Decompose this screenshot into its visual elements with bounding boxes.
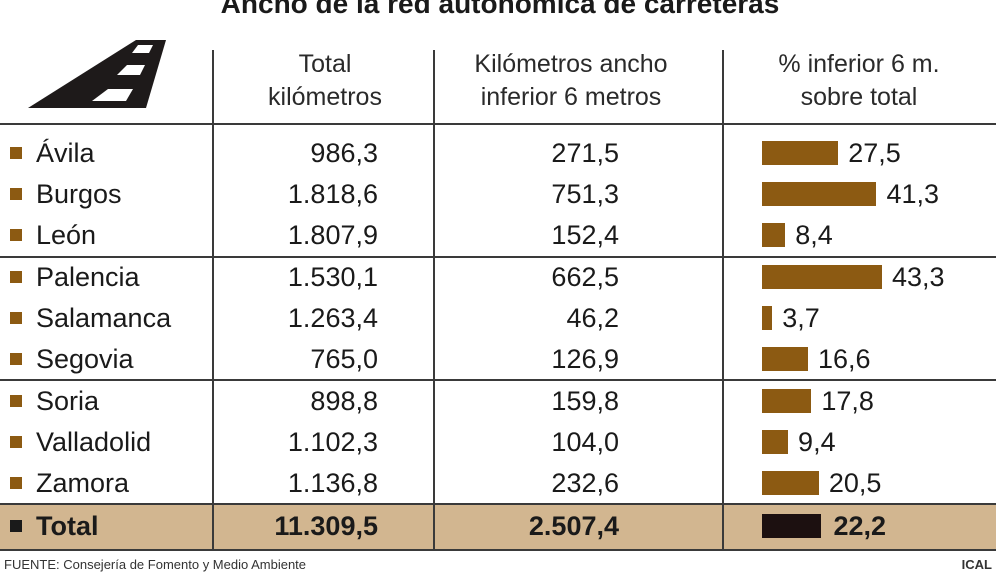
percent-bar bbox=[762, 265, 882, 289]
percent-bar bbox=[762, 141, 839, 165]
percent-bar bbox=[762, 471, 819, 495]
percent-label: 20,5 bbox=[828, 468, 882, 498]
table-row: León 1.807,9 152,4 8,4 bbox=[0, 215, 1000, 255]
bullet-square bbox=[10, 353, 22, 365]
percent-bar bbox=[762, 223, 786, 247]
total-km-value: 986,3 bbox=[310, 138, 378, 168]
header-percent-line2: sobre total bbox=[800, 83, 918, 111]
road-icon bbox=[28, 40, 166, 108]
total-km-value: 1.818,6 bbox=[287, 179, 378, 209]
province-name: Total bbox=[36, 511, 99, 541]
percent-bar bbox=[762, 389, 812, 413]
total-km-value: 1.102,3 bbox=[287, 427, 378, 457]
narrow-km-value: 662,5 bbox=[551, 262, 619, 292]
bullet-square bbox=[10, 188, 22, 200]
source-note: FUENTE: Consejería de Fomento y Medio Am… bbox=[4, 557, 307, 572]
narrow-km-value: 232,6 bbox=[551, 468, 619, 498]
bullet-square bbox=[10, 229, 22, 241]
table-row: Zamora 1.136,8 232,6 20,5 bbox=[0, 463, 1000, 503]
table-row: Salamanca 1.263,4 46,2 3,7 bbox=[0, 298, 1000, 338]
total-km-value: 1.530,1 bbox=[287, 262, 378, 292]
column-divider bbox=[722, 50, 724, 549]
percent-label: 22,2 bbox=[833, 511, 887, 541]
bullet-square bbox=[10, 436, 22, 448]
narrow-km-value: 104,0 bbox=[551, 427, 619, 457]
header-total-km: Total kilómetros bbox=[215, 48, 435, 114]
table-row: Segovia 765,0 126,9 16,6 bbox=[0, 339, 1000, 379]
total-km-value: 11.309,5 bbox=[274, 511, 378, 541]
province-name: Segovia bbox=[36, 344, 134, 374]
total-km-value: 898,8 bbox=[310, 386, 378, 416]
percent-label: 16,6 bbox=[818, 344, 871, 374]
percent-label: 17,8 bbox=[821, 386, 874, 416]
percent-bar bbox=[762, 347, 808, 371]
province-name: Burgos bbox=[36, 179, 122, 209]
percent-label: 43,3 bbox=[892, 262, 945, 292]
bullet-square bbox=[10, 477, 22, 489]
narrow-km-value: 126,9 bbox=[551, 344, 619, 374]
narrow-km-value: 152,4 bbox=[551, 220, 619, 250]
percent-bar bbox=[762, 182, 877, 206]
percent-label: 27,5 bbox=[848, 138, 901, 168]
percent-label: 8,4 bbox=[795, 220, 833, 250]
percent-bar bbox=[762, 430, 789, 454]
table-row: Soria 898,8 159,8 17,8 bbox=[0, 381, 1000, 421]
credit-label: ICAL bbox=[961, 557, 992, 572]
total-row-band bbox=[0, 505, 996, 549]
table-row: Palencia 1.530,1 662,5 43,3 bbox=[0, 257, 1000, 297]
narrow-km-value: 271,5 bbox=[551, 138, 619, 168]
percent-label: 9,4 bbox=[798, 427, 836, 457]
percent-label: 41,3 bbox=[886, 179, 940, 209]
total-km-value: 1.807,9 bbox=[287, 220, 378, 250]
total-km-value: 1.263,4 bbox=[287, 303, 378, 333]
bullet-square bbox=[10, 520, 22, 532]
row-divider bbox=[0, 256, 996, 258]
header-total-line2: kilómetros bbox=[268, 83, 382, 111]
header-total-line1: Total bbox=[298, 50, 352, 78]
header-narrow-line1: Kilómetros ancho bbox=[474, 50, 668, 78]
province-name: Palencia bbox=[36, 262, 140, 292]
row-divider bbox=[0, 123, 996, 125]
total-km-value: 1.136,8 bbox=[287, 468, 378, 498]
percent-label: 3,7 bbox=[782, 303, 820, 333]
column-divider bbox=[433, 50, 435, 549]
province-name: León bbox=[36, 220, 97, 250]
chart-title: Ancho de la red autonómica de carreteras bbox=[220, 0, 780, 19]
row-divider bbox=[0, 503, 996, 505]
header-narrow-line2: inferior 6 metros bbox=[480, 83, 662, 111]
row-divider bbox=[0, 379, 996, 381]
percent-bar bbox=[762, 514, 821, 538]
header-percent: % inferior 6 m. sobre total bbox=[724, 48, 994, 114]
bullet-square bbox=[10, 147, 22, 159]
total-km-value: 765,0 bbox=[310, 344, 378, 374]
province-name: Ávila bbox=[36, 138, 95, 168]
table-row: Burgos 1.818,6 751,3 41,3 bbox=[0, 174, 1000, 214]
narrow-km-value: 46,2 bbox=[566, 303, 619, 333]
province-name: Zamora bbox=[36, 468, 130, 498]
province-name: Soria bbox=[36, 386, 100, 416]
narrow-km-value: 159,8 bbox=[551, 386, 619, 416]
bullet-square bbox=[10, 271, 22, 283]
bullet-square bbox=[10, 395, 22, 407]
table-row: Ávila 986,3 271,5 27,5 bbox=[0, 133, 1000, 173]
column-divider bbox=[212, 50, 214, 549]
header-narrow-km: Kilómetros ancho inferior 6 metros bbox=[437, 48, 705, 114]
province-name: Valladolid bbox=[36, 427, 152, 457]
header-percent-line1: % inferior 6 m. bbox=[778, 50, 940, 78]
narrow-km-value: 2.507,4 bbox=[528, 511, 619, 541]
table-row: Valladolid 1.102,3 104,0 9,4 bbox=[0, 422, 1000, 462]
narrow-km-value: 751,3 bbox=[551, 179, 619, 209]
bullet-square bbox=[10, 312, 22, 324]
percent-bar bbox=[762, 306, 773, 330]
row-divider bbox=[0, 549, 996, 551]
total-row: Total 11.309,5 2.507,4 22,2 bbox=[0, 506, 1000, 546]
province-name: Salamanca bbox=[36, 303, 172, 333]
